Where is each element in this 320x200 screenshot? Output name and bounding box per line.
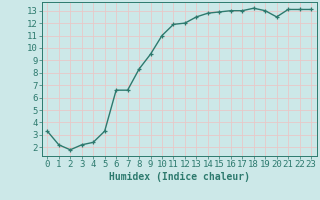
X-axis label: Humidex (Indice chaleur): Humidex (Indice chaleur) — [109, 172, 250, 182]
